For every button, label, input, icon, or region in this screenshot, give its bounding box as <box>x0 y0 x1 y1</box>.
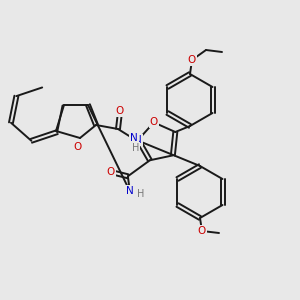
Text: N: N <box>126 186 134 196</box>
Text: O: O <box>74 142 82 152</box>
Text: O: O <box>150 117 158 128</box>
Text: O: O <box>107 167 115 177</box>
Text: H: H <box>137 189 145 199</box>
Text: O: O <box>198 226 206 236</box>
Text: N: N <box>130 133 138 143</box>
Text: H: H <box>132 143 140 153</box>
Text: N: N <box>134 135 142 145</box>
Text: O: O <box>116 106 124 116</box>
Text: O: O <box>188 55 196 65</box>
